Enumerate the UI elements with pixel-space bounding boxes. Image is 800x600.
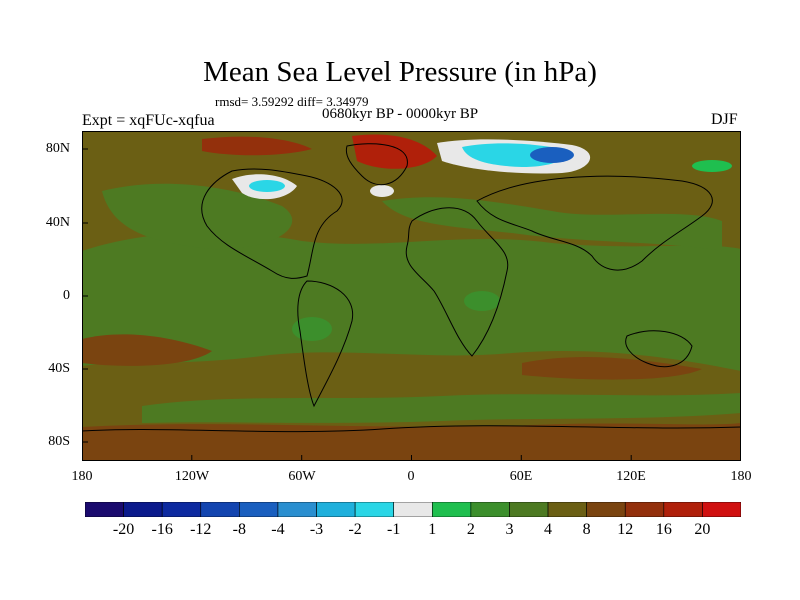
africa-green — [464, 291, 500, 311]
north-pacific-green — [102, 183, 293, 250]
colorbar-swatch — [393, 502, 433, 517]
south-pacific-high — [82, 334, 212, 366]
north-america-coast — [201, 168, 343, 279]
colorbar-label: -16 — [151, 521, 173, 538]
x-label-0: 0 — [407, 469, 415, 484]
colorbar-swatch — [239, 502, 279, 517]
colorbar-label: -8 — [232, 521, 247, 538]
x-label-60w: 60W — [288, 469, 316, 484]
australia-coast — [625, 330, 693, 368]
south-america-coast — [297, 280, 354, 408]
arctic-red-high — [352, 134, 437, 169]
antarctica-coast — [82, 425, 741, 433]
period-text: 0680kyr BP - 0000kyr BP — [322, 106, 479, 122]
colorbar-label: 2 — [466, 521, 475, 538]
x-label-120e: 120E — [616, 469, 646, 484]
laurentide-cyan — [249, 180, 285, 192]
southern-green-band — [142, 393, 741, 423]
colorbar-swatch — [123, 502, 163, 517]
colorbar-swatch — [586, 502, 626, 517]
antarctic-ring — [82, 423, 741, 461]
y-label-0: 0 — [63, 288, 70, 303]
colorbar-label: -3 — [309, 521, 324, 538]
colorbar-swatch — [431, 502, 472, 517]
south-america-green — [292, 317, 332, 341]
x-label-60e: 60E — [509, 469, 533, 484]
colorbar-label: 4 — [544, 521, 553, 538]
colorbar-label: -4 — [271, 521, 285, 538]
axis-ticks — [82, 148, 632, 461]
y-label-80s: 80S — [48, 434, 70, 449]
colorbar-swatch — [663, 502, 703, 517]
colorbar-label: -1 — [387, 521, 401, 538]
rmsd-diff-text: rmsd= 3.59292 diff= 3.34979 — [215, 94, 369, 109]
colorbar-swatch — [85, 502, 124, 517]
x-label-120w: 120W — [174, 469, 210, 484]
arctic-red-high-2 — [202, 136, 312, 156]
colorbar-swatch — [316, 502, 356, 517]
colorbar-swatch — [509, 502, 549, 517]
north-atlantic-green — [382, 197, 722, 251]
map-title: Mean Sea Level Pressure (in hPa) — [203, 56, 597, 88]
colorbar-label: 20 — [694, 521, 711, 538]
colorbar-swatch — [161, 502, 202, 517]
colorbar-label: 8 — [582, 521, 591, 538]
colorbar-label: -20 — [112, 521, 135, 538]
greenland-coast — [345, 143, 408, 186]
tropical-green-band — [82, 232, 741, 371]
colorbar-label: 1 — [428, 521, 437, 538]
y-label-40s: 40S — [48, 361, 70, 376]
colorbar — [85, 502, 741, 517]
colorbar-label: -2 — [348, 521, 362, 538]
colorbar-label: 3 — [505, 521, 514, 538]
pressure-map — [82, 131, 741, 461]
siberia-green — [692, 160, 732, 172]
y-label-40n: 40N — [45, 215, 70, 230]
x-label-180w: 180 — [71, 469, 93, 484]
asia-coast — [476, 175, 713, 271]
greenland-low — [370, 185, 394, 197]
coastlines — [82, 143, 741, 433]
eurasian-blue — [530, 147, 574, 163]
colorbar-label: 16 — [655, 521, 672, 538]
colorbar-swatch — [702, 502, 741, 517]
colorbar-swatch — [547, 502, 587, 517]
colorbar-label: -12 — [190, 521, 212, 538]
colorbar-swatch — [200, 502, 240, 517]
colorbar-swatch — [624, 502, 665, 517]
y-label-80n: 80N — [45, 141, 70, 156]
colorbar-swatch — [470, 502, 510, 517]
x-label-180e: 180 — [730, 469, 752, 484]
experiment-label: Expt = xqFUc-xqfua — [82, 112, 215, 129]
colorbar-label: 12 — [617, 521, 634, 538]
colorbar-swatch — [354, 502, 395, 517]
south-indian-high — [522, 356, 702, 380]
season-label: DJF — [711, 111, 738, 128]
europe-africa-coast — [405, 207, 509, 357]
colorbar-swatch — [277, 502, 317, 517]
